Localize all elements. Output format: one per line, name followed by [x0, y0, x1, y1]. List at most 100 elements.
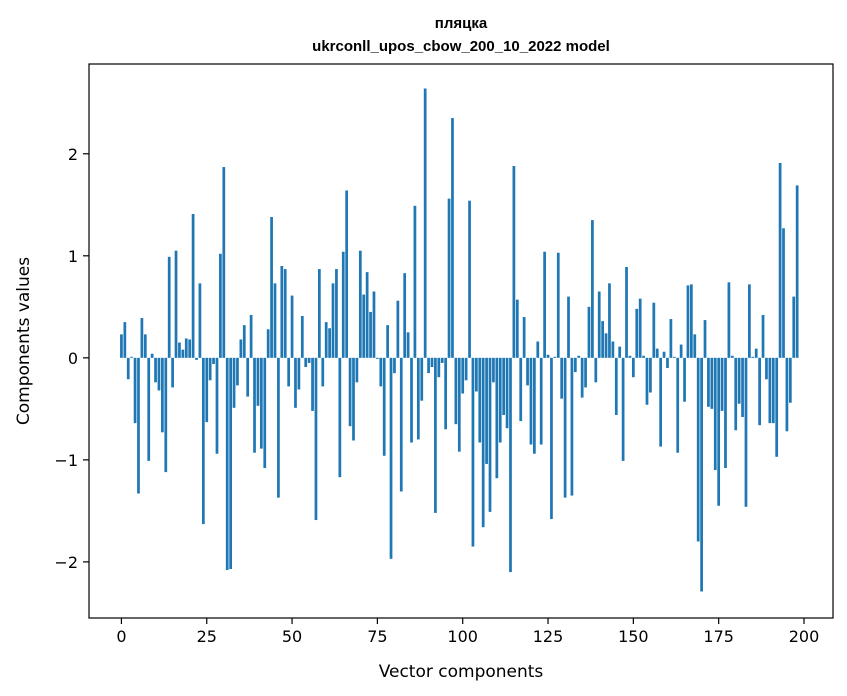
bar-47 [280, 266, 284, 358]
bar-149 [628, 355, 632, 358]
x-tick-label: 175 [703, 627, 734, 646]
bar-28 [215, 357, 219, 454]
x-tick-label: 0 [116, 627, 126, 646]
bar-169 [696, 357, 700, 542]
y-tick-label: −2 [54, 553, 78, 572]
bar-63 [335, 269, 338, 358]
bar-17 [178, 342, 181, 358]
bar-130 [563, 357, 567, 498]
y-axis-ticks: −2 −1 0 1 2 [54, 145, 89, 572]
bar-111 [498, 357, 502, 443]
bar-67 [348, 357, 352, 427]
bar-59 [321, 357, 325, 387]
bar-125 [546, 354, 550, 358]
bar-31 [225, 357, 229, 571]
bar-104 [474, 357, 478, 392]
bar-75 [376, 357, 379, 359]
bar-164 [679, 344, 683, 358]
bar-0 [120, 334, 123, 358]
x-tick-label: 100 [447, 627, 478, 646]
bar-45 [273, 283, 277, 358]
bar-11 [157, 357, 161, 391]
x-tick-label: 125 [533, 627, 564, 646]
bar-60 [324, 322, 328, 358]
bar-65 [341, 251, 345, 358]
bar-108 [488, 357, 492, 512]
bar-48 [283, 269, 287, 358]
bar-43 [266, 329, 270, 358]
bar-192 [775, 357, 779, 457]
bar-41 [259, 357, 263, 449]
bar-83 [403, 273, 407, 358]
bar-46 [277, 357, 280, 498]
bar-167 [690, 284, 693, 358]
bar-141 [601, 321, 604, 358]
bar-196 [788, 357, 792, 403]
bar-174 [713, 357, 717, 471]
bar-62 [331, 283, 335, 358]
bar-163 [676, 357, 680, 453]
bar-92 [434, 357, 437, 513]
bar-70 [358, 250, 362, 358]
bar-91 [430, 357, 434, 368]
bar-24 [201, 357, 205, 525]
bar-66 [345, 190, 349, 358]
bar-50 [290, 295, 294, 358]
bar-110 [495, 357, 499, 479]
bar-155 [649, 357, 652, 393]
bar-154 [645, 357, 649, 405]
bar-27 [212, 357, 215, 364]
bar-56 [311, 357, 314, 411]
bar-1 [123, 322, 127, 358]
bar-181 [737, 357, 741, 404]
bar-25 [205, 357, 209, 423]
bar-120 [529, 357, 533, 445]
bar-64 [338, 357, 342, 478]
bar-157 [655, 348, 659, 358]
bar-182 [741, 357, 744, 417]
bar-198 [795, 185, 799, 358]
bar-55 [307, 357, 311, 363]
bar-4 [133, 357, 137, 424]
bar-77 [382, 357, 386, 456]
bar-165 [683, 357, 686, 402]
bar-61 [328, 328, 331, 358]
bar-117 [519, 357, 523, 422]
bar-103 [471, 357, 475, 547]
y-tick-label: 0 [68, 349, 78, 368]
bar-139 [594, 357, 598, 383]
bar-112 [502, 357, 506, 415]
bar-54 [304, 357, 308, 368]
bar-129 [560, 357, 564, 399]
bar-138 [591, 220, 594, 358]
bar-146 [618, 346, 622, 358]
bar-134 [577, 355, 581, 358]
bar-68 [352, 357, 355, 441]
bar-153 [642, 355, 645, 358]
bar-15 [171, 357, 174, 388]
bar-93 [437, 357, 441, 378]
bar-193 [778, 162, 782, 358]
bar-30 [222, 167, 226, 358]
bar-121 [533, 357, 536, 454]
bar-195 [785, 357, 789, 432]
bar-19 [184, 338, 188, 358]
x-tick-label: 200 [789, 627, 820, 646]
bar-14 [167, 256, 171, 358]
bar-39 [253, 357, 256, 453]
bar-162 [672, 356, 676, 358]
bar-86 [413, 205, 417, 358]
bar-69 [355, 357, 359, 383]
bar-35 [239, 339, 243, 358]
x-tick-label: 150 [618, 627, 649, 646]
bar-189 [765, 357, 768, 380]
bar-88 [420, 357, 424, 401]
bar-42 [263, 357, 267, 469]
bar-187 [758, 357, 761, 426]
bar-191 [771, 357, 775, 424]
bar-18 [181, 349, 185, 358]
bar-2 [126, 357, 130, 380]
bar-90 [427, 357, 430, 374]
bar-71 [362, 294, 366, 358]
bars-group [120, 88, 799, 592]
